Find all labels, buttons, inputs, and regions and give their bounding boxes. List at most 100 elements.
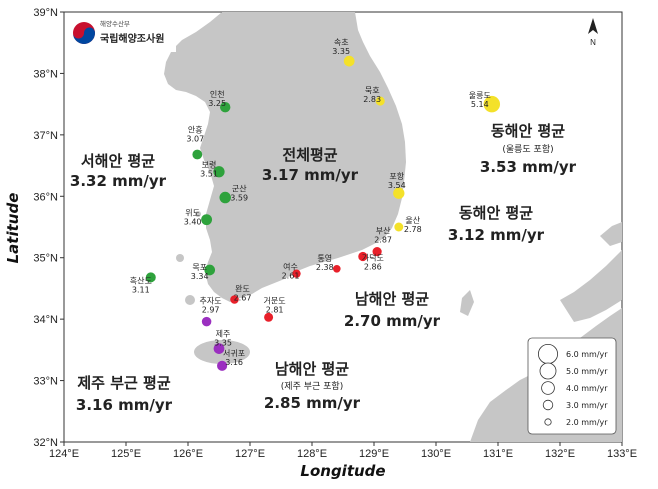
station-marker[interactable] [219, 191, 231, 204]
legend-circle [541, 381, 555, 395]
region-south-jeju-value: 2.85 mm/yr [264, 394, 361, 412]
y-tick-label: 33°N [33, 376, 58, 388]
station-name: 완도 [235, 284, 250, 293]
station-marker[interactable] [220, 102, 231, 113]
station-value: 3.25 [208, 99, 226, 108]
station-6: 안흥3.07 [186, 125, 204, 160]
station-marker[interactable] [358, 251, 368, 262]
station-marker[interactable] [204, 264, 216, 276]
station-markers: 속초3.35묵호2.83포항3.54울산2.78울릉도5.14인천3.25안흥3… [130, 38, 501, 371]
station-marker[interactable] [201, 316, 212, 327]
station-marker[interactable] [372, 246, 382, 257]
station-value: 3.51 [200, 170, 218, 179]
station-name: 포항 [389, 172, 404, 181]
ministry-name: 해양수산부 [100, 19, 130, 28]
region-jeju-title: 제주 부근 평균 [77, 374, 170, 392]
region-south-jeju-title: 남해안 평균 [275, 360, 349, 378]
station-marker[interactable] [213, 166, 225, 178]
region-south-jeju-sub: (제주 부근 포함) [281, 381, 343, 392]
station-value: 3.34 [191, 272, 209, 281]
station-name: 안흥 [188, 125, 203, 135]
station-marker[interactable] [343, 55, 355, 67]
station-5: 인천3.25 [208, 89, 231, 113]
station-name: 흑산도 [130, 275, 152, 285]
station-14: 통영2.38 [316, 253, 341, 273]
station-name: 서귀포 [223, 348, 245, 358]
station-10: 목포3.34 [191, 263, 216, 281]
tsushima-island [460, 290, 474, 316]
north-arrow-icon: N [588, 18, 598, 47]
korean-peninsula [164, 12, 406, 302]
station-8: 군산3.59 [219, 184, 248, 204]
station-value: 5.14 [471, 100, 489, 109]
station-marker[interactable] [230, 295, 239, 304]
taegeuk-icon [73, 22, 95, 44]
station-name: 울산 [405, 215, 420, 225]
x-tick-label: 133°E [607, 448, 637, 460]
size-legend: 6.0 mm/yr 5.0 mm/yr 4.0 mm/yr 3.0 mm/yr 2.0 … [527, 337, 617, 435]
station-value: 2.61 [282, 272, 300, 281]
station-19: 제주3.35 [213, 330, 232, 354]
station-value: 2.67 [234, 293, 252, 302]
station-value: 2.86 [364, 262, 382, 271]
station-name: 가덕도 [362, 252, 384, 262]
station-marker[interactable] [292, 269, 301, 278]
region-jeju: 제주 부근 평균 3.16 mm/yr [76, 374, 173, 414]
station-0: 속초3.35 [332, 38, 355, 67]
station-7: 보령3.51 [200, 161, 225, 179]
legend-label: 4.0 mm/yr [566, 384, 608, 393]
station-marker[interactable] [201, 214, 213, 226]
station-value: 3.35 [332, 47, 350, 56]
station-marker[interactable] [217, 360, 228, 371]
region-east-title: 동해안 평균 [459, 204, 533, 222]
station-value: 3.40 [184, 218, 202, 227]
region-east: 동해안 평균 3.12 mm/yr [448, 204, 545, 244]
station-marker[interactable] [264, 312, 274, 322]
station-marker[interactable] [332, 264, 341, 273]
x-tick-label: 130°E [421, 448, 451, 460]
station-3: 울산2.78 [394, 215, 422, 234]
station-marker[interactable] [393, 187, 405, 199]
station-value: 2.87 [374, 236, 392, 245]
region-east-ulleung-value: 3.53 mm/yr [480, 158, 577, 176]
legend-circle [538, 343, 559, 364]
station-marker[interactable] [394, 222, 404, 232]
station-15: 여수2.61 [282, 262, 301, 281]
station-value: 2.38 [316, 263, 334, 272]
station-marker[interactable] [375, 96, 385, 106]
region-east-ulleung: 동해안 평균 (울릉도 포함) 3.53 mm/yr [480, 122, 577, 176]
station-value: 2.81 [266, 305, 284, 314]
station-name: 울릉도 [469, 91, 491, 100]
y-tick-label: 38°N [33, 68, 58, 80]
x-tick-label: 129°E [359, 448, 389, 460]
x-axis-ticks: 124°E 125°E 126°E 127°E 128°E 129°E 130°E 131°E… [49, 442, 637, 460]
station-9: 위도3.40 [184, 209, 213, 227]
station-value: 2.78 [404, 225, 422, 234]
station-name: 보령 [202, 161, 217, 170]
station-marker[interactable] [213, 343, 225, 354]
island [185, 295, 195, 305]
x-tick-label: 132°E [545, 448, 575, 460]
station-name: 제주 [216, 330, 231, 339]
legend-label: 3.0 mm/yr [566, 401, 608, 410]
legend-circle [542, 399, 554, 411]
region-east-ulleung-title: 동해안 평균 [491, 122, 565, 140]
region-west-title: 서해안 평균 [81, 152, 155, 170]
station-value: 2.97 [202, 306, 220, 315]
japan-shimane [600, 222, 622, 246]
station-marker[interactable] [145, 272, 156, 283]
region-east-ulleung-sub: (울릉도 포함) [502, 144, 553, 155]
station-value: 3.16 [225, 358, 243, 367]
station-marker[interactable] [192, 149, 203, 160]
legend-label: 5.0 mm/yr [566, 367, 608, 376]
station-value: 3.54 [388, 181, 406, 190]
legend-circle [544, 418, 552, 426]
station-name: 속초 [334, 38, 349, 47]
station-marker[interactable] [483, 95, 501, 113]
agency-name: 국립해양조사원 [100, 32, 164, 45]
